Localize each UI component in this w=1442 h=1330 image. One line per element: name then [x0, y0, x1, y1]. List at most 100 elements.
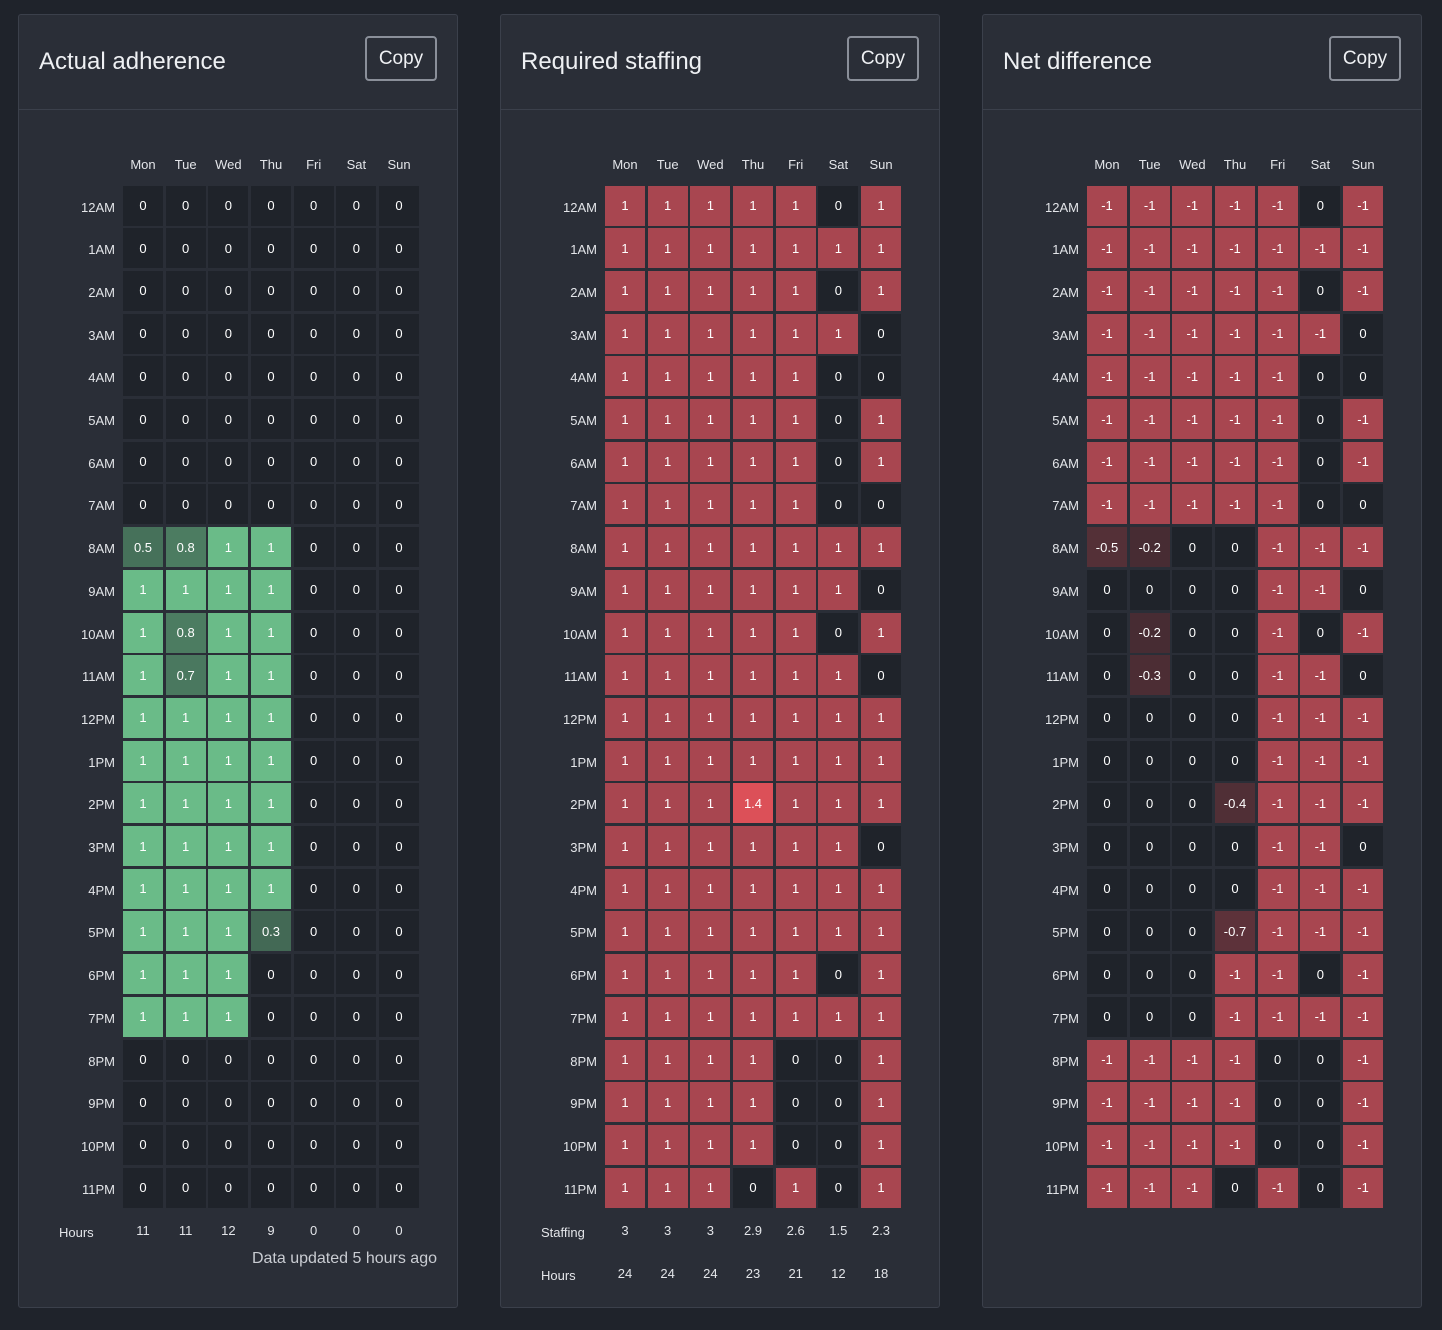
heatmap-cell: 0 — [1129, 954, 1170, 995]
heatmap-cell: 0 — [336, 185, 377, 226]
heatmap-cell: 1 — [208, 996, 249, 1037]
heatmap-cell: 0 — [1172, 783, 1213, 824]
hour-label: 3AM — [570, 327, 597, 343]
heatmap-cell: 1 — [208, 826, 249, 866]
copy-button[interactable]: Copy — [847, 36, 919, 81]
heatmap-cell: 0 — [293, 697, 334, 738]
heatmap-cell: 1 — [123, 911, 163, 952]
heatmap-cell: 0 — [379, 911, 420, 952]
heatmap-cell: 0 — [818, 612, 859, 653]
footer-value: 24 — [703, 1266, 718, 1281]
heatmap-cell: 1 — [861, 1124, 902, 1165]
heatmap-cell: -1 — [1257, 399, 1298, 439]
heatmap-cell: 0 — [1300, 954, 1341, 995]
hour-label: 9PM — [88, 1096, 115, 1112]
heatmap-cell: 0 — [1172, 527, 1213, 568]
hour-label: 11PM — [1046, 1181, 1079, 1197]
heatmap-cell: 1 — [733, 1039, 773, 1080]
heatmap-cell: -1 — [1215, 1124, 1255, 1165]
heatmap-cell: -1 — [1172, 1039, 1213, 1080]
heatmap-cell: 1 — [690, 868, 731, 909]
heatmap-cell: 0 — [1129, 911, 1170, 952]
hour-label: 5PM — [88, 925, 115, 941]
heatmap-cell: 1 — [775, 697, 816, 738]
hour-label: 9PM — [570, 1096, 597, 1112]
heatmap-cell: 1 — [690, 1039, 731, 1080]
heatmap-cell: 0 — [251, 954, 291, 995]
heatmap-cell: 0 — [336, 527, 377, 568]
heatmap-cell: -1 — [1343, 954, 1384, 995]
hour-label: 3AM — [1052, 327, 1079, 343]
heatmap-cell: -1 — [1215, 1039, 1255, 1080]
heatmap-cell: 1 — [165, 826, 206, 866]
heatmap-cell: 1 — [733, 954, 773, 995]
heatmap-cell: 1 — [251, 783, 291, 824]
heatmap-cell: 0 — [379, 1124, 420, 1165]
copy-button[interactable]: Copy — [1329, 36, 1401, 81]
heatmap-cell: 1 — [123, 996, 163, 1037]
heatmap-cell: 0 — [1172, 996, 1213, 1037]
heatmap-cell: 1 — [861, 1039, 902, 1080]
heatmap-cell: 1 — [251, 868, 291, 909]
heatmap-cell: 1 — [861, 527, 902, 568]
heatmap-cell: -1 — [1215, 356, 1255, 397]
heatmap-cell: 0 — [1215, 826, 1255, 866]
hour-label: 12AM — [1045, 199, 1079, 215]
heatmap-cell: 0 — [818, 1082, 859, 1123]
heatmap-cell: -1 — [1343, 441, 1384, 482]
heatmap-cell: 0 — [1129, 697, 1170, 738]
heatmap-cell: -1 — [1129, 228, 1170, 269]
heatmap-cell: 0 — [293, 484, 334, 525]
heatmap-cell: 1 — [605, 399, 645, 439]
heatmap-cell: -1 — [1257, 783, 1298, 824]
heatmap-cell: 0 — [293, 1124, 334, 1165]
heatmap-cell: -1 — [1257, 569, 1298, 610]
heatmap-cell: 1 — [690, 185, 731, 226]
heatmap-cell: -1 — [1129, 185, 1170, 226]
heatmap-cell: 0 — [379, 612, 420, 653]
heatmap-cell: 0.7 — [165, 655, 206, 696]
heatmap-cell: -1 — [1215, 270, 1255, 311]
hour-label: 5AM — [1052, 413, 1079, 428]
heatmap-cell: 1 — [208, 655, 249, 696]
heatmap-cell: -1 — [1172, 1082, 1213, 1123]
heatmap-cell: 1 — [251, 612, 291, 653]
heatmap-cell: 1 — [690, 826, 731, 866]
heatmap-cell: 0 — [336, 740, 377, 781]
heatmap-cell: 1 — [123, 868, 163, 909]
panel-title: Net difference — [1003, 48, 1152, 75]
heatmap-cell: -1 — [1087, 185, 1127, 226]
copy-button[interactable]: Copy — [365, 36, 437, 81]
heatmap-cell: 1 — [208, 612, 249, 653]
footer-value: 0 — [352, 1223, 360, 1238]
heatmap-cell: 0 — [165, 228, 206, 269]
heatmap-cell: -1 — [1087, 1082, 1127, 1123]
heatmap-cell: 1 — [775, 484, 816, 525]
hour-label: 6PM — [570, 968, 597, 984]
heatmap-cell: -1 — [1343, 612, 1384, 653]
heatmap-cell: 1 — [733, 356, 773, 397]
heatmap-cell: 0 — [861, 313, 902, 354]
heatmap-cell: 0 — [251, 399, 291, 439]
heatmap-cell: 0 — [251, 1039, 291, 1080]
day-header: Thu — [259, 157, 283, 172]
footer-value: 12 — [831, 1266, 846, 1281]
heatmap-cell: 0 — [1087, 911, 1127, 952]
hour-label: 10PM — [563, 1138, 597, 1154]
footer-value: 11 — [178, 1223, 193, 1238]
heatmap-cell: 0 — [1215, 697, 1255, 738]
heatmap-cell: 0 — [1300, 1167, 1341, 1208]
heatmap-cell: -1 — [1172, 356, 1213, 397]
heatmap-cell: 0 — [165, 356, 206, 397]
hour-label: 10AM — [563, 626, 597, 642]
heatmap-cell: 1 — [733, 740, 773, 781]
day-header: Thu — [741, 157, 765, 172]
hour-label: 9AM — [88, 583, 115, 599]
heatmap-cell: 1 — [690, 996, 731, 1037]
heatmap-cell: 0 — [208, 1124, 249, 1165]
hour-label: 7AM — [88, 498, 115, 514]
panel-header: Net difference Copy — [983, 15, 1421, 110]
heatmap-cell: -1 — [1257, 612, 1298, 653]
heatmap-cell: -1 — [1257, 826, 1298, 866]
heatmap-cell: -1 — [1129, 1039, 1170, 1080]
